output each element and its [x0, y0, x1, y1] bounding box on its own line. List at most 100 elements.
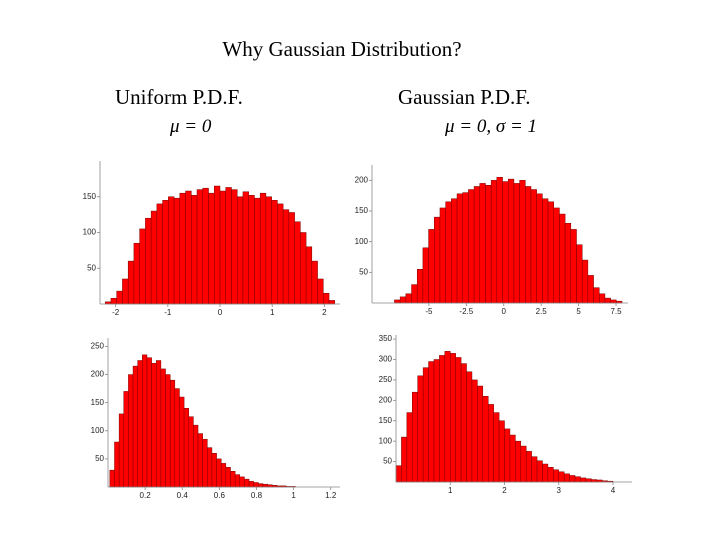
histogram-bar	[428, 229, 435, 304]
x-tick-label: 1	[291, 491, 296, 500]
histogram-bar	[581, 259, 589, 304]
x-tick-label: 0.6	[214, 491, 226, 500]
x-tick-label: -2	[112, 308, 120, 317]
histogram-bar	[162, 200, 169, 305]
histogram-bar	[236, 196, 244, 305]
histogram-bar	[146, 357, 152, 488]
histogram-bar	[498, 420, 505, 483]
histogram-bar	[604, 297, 611, 304]
histogram-bar	[220, 463, 227, 488]
histogram-bar	[460, 363, 467, 483]
histogram-bar	[490, 180, 498, 304]
histogram-bar	[288, 212, 295, 305]
histogram-bar	[519, 180, 526, 304]
histogram-bar	[137, 360, 143, 488]
histogram-bar	[570, 229, 577, 304]
x-tick-label: 0.2	[140, 491, 152, 500]
histogram-bar	[110, 298, 117, 305]
histogram-bar	[580, 477, 587, 483]
histogram-bar	[433, 359, 440, 483]
histogram-bar	[564, 223, 572, 304]
histogram-bar	[610, 299, 617, 304]
x-tick-label: 7.5	[610, 307, 622, 316]
histogram-bar	[145, 217, 152, 305]
histogram-bar	[585, 478, 592, 483]
histogram-bar	[496, 177, 503, 304]
x-tick-label: -5	[425, 307, 433, 316]
histogram-bar	[259, 192, 267, 305]
x-tick-label: 0.8	[251, 491, 263, 500]
histogram-bar	[122, 278, 129, 305]
x-tick-label: -2.5	[459, 307, 473, 316]
histogram-bar	[525, 186, 532, 304]
histogram-bar	[242, 191, 249, 305]
panel-heading: Gaussian P.D.F.	[398, 85, 531, 109]
y-tick-label: 50	[95, 454, 104, 463]
histogram-bar	[434, 216, 441, 304]
x-tick-label: 1	[270, 308, 275, 317]
histogram-bar	[593, 287, 600, 304]
histogram-bar	[445, 201, 452, 304]
histogram-bar	[165, 374, 171, 488]
histogram-bar	[482, 396, 489, 483]
histogram-bar	[473, 186, 481, 304]
histogram-bar	[515, 440, 522, 483]
y-tick-label: 50	[383, 457, 392, 466]
histogram-bar	[553, 207, 560, 304]
histogram-bar	[128, 374, 134, 488]
histogram-bar	[485, 184, 492, 304]
histogram-bar	[151, 363, 157, 488]
histogram-bar	[305, 246, 313, 305]
y-tick-label: 150	[91, 398, 105, 407]
histogram-bar	[574, 476, 581, 483]
histogram-bar	[530, 189, 537, 304]
histogram-bar	[394, 299, 401, 304]
histogram-bar	[468, 189, 475, 304]
histogram-bar	[123, 391, 129, 488]
y-tick-label: 150	[355, 206, 369, 215]
histogram-bar	[168, 196, 175, 305]
histogram-bar	[282, 209, 290, 305]
histogram-bar	[405, 293, 412, 304]
x-tick-label: 5	[576, 307, 581, 316]
histogram-bar	[493, 412, 500, 483]
histogram-bar	[456, 193, 463, 304]
histogram-bar	[156, 360, 162, 488]
histogram-bar	[216, 458, 222, 488]
histogram-bar	[466, 371, 473, 483]
x-tick-label: 0	[218, 308, 223, 317]
histogram-bar	[520, 445, 527, 483]
histogram-bar	[542, 463, 549, 483]
histogram-bar	[525, 451, 532, 483]
histogram-bar	[132, 365, 138, 488]
histogram-bar	[191, 195, 198, 305]
histogram-bar	[576, 244, 583, 304]
y-tick-label: 50	[359, 267, 368, 276]
histogram-bar	[225, 467, 231, 488]
histogram-bar	[254, 197, 261, 305]
histogram-bar	[156, 203, 163, 305]
histogram-bar	[116, 290, 123, 305]
y-tick-label: 100	[379, 436, 393, 445]
histogram-bar	[193, 424, 199, 488]
histogram-bar	[169, 379, 176, 488]
histogram-bar	[173, 197, 181, 305]
histogram-bar	[439, 207, 446, 304]
x-tick-label: -1	[164, 308, 172, 317]
histogram-bar	[127, 260, 135, 305]
histogram-bar	[208, 192, 215, 305]
histogram-bar	[502, 181, 509, 304]
histogram-bar	[450, 353, 456, 483]
histogram-bar	[599, 293, 606, 304]
histogram-bar	[558, 471, 565, 483]
histogram-bar	[462, 192, 469, 304]
y-tick-label: 300	[379, 355, 393, 364]
histogram-bar	[422, 247, 429, 304]
histogram-bar	[239, 476, 245, 488]
histogram-bar	[439, 355, 446, 483]
histogram-bar	[406, 412, 413, 483]
histogram-bar	[277, 203, 284, 305]
x-tick-label: 0	[502, 307, 507, 316]
histogram-bar	[234, 474, 241, 488]
